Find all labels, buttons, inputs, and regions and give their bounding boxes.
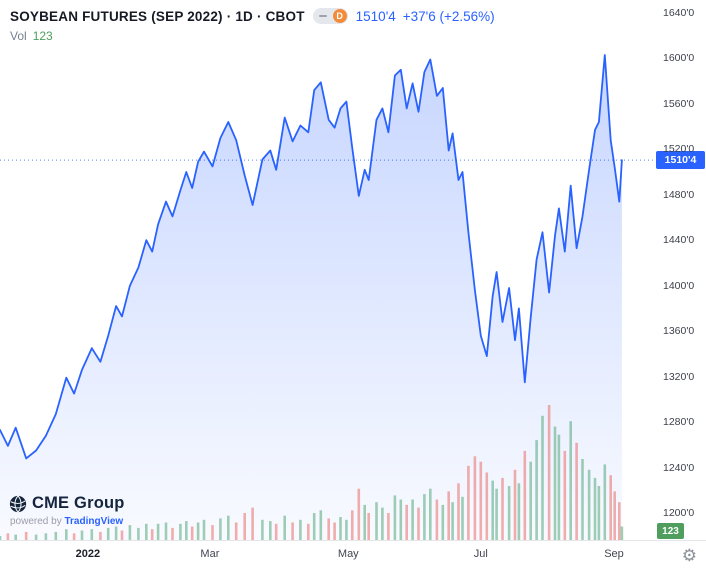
volume-label: Vol — [10, 29, 27, 43]
price-change-value: +37'6 (+2.56%) — [402, 8, 495, 24]
price-tick-label: 1640'0 — [663, 7, 695, 19]
last-price-badge: 1510'4 — [656, 151, 705, 170]
price-tick-label: 1480'0 — [663, 188, 695, 201]
volume-series — [0, 405, 624, 540]
chart-header: SOYBEAN FUTURES (SEP 2022) · 1D · CBOT D… — [10, 8, 495, 43]
time-tick-label: 2022 — [75, 548, 101, 560]
time-ticks: 2022 Mar May Jul Sep — [0, 541, 656, 571]
tradingview-link[interactable]: TradingView — [64, 516, 124, 527]
symbol-title-link[interactable]: SOYBEAN FUTURES (SEP 2022) · 1D · CBOT — [10, 8, 305, 24]
time-tick-label: Jul — [473, 548, 488, 560]
price-tick-label: 1600'0 — [663, 52, 695, 65]
cme-brand-text: CME Group — [32, 494, 125, 512]
price-tick-label: 1400'0 — [663, 279, 695, 292]
powered-by-text: powered by — [10, 516, 62, 527]
settings-gear-button[interactable]: ⚙ — [681, 546, 697, 565]
time-tick-label: May — [337, 548, 359, 560]
price-tick-label: 1360'0 — [663, 325, 695, 338]
last-price-value: 1510'4 — [355, 8, 396, 24]
volume-badge: 123 — [657, 523, 684, 539]
price-tick-label: 1520'0 — [663, 143, 695, 156]
price-tick-label: 1320'0 — [663, 370, 695, 383]
time-tick-label: Mar — [200, 548, 220, 560]
price-tick-label: 1280'0 — [663, 416, 695, 428]
price-chart-canvas[interactable] — [0, 0, 656, 540]
price-tick-label: 1200'0 — [663, 507, 695, 519]
daily-interval-badge: D — [332, 9, 347, 23]
price-line-series — [0, 54, 623, 460]
price-tick-label: 1560'0 — [663, 97, 695, 110]
area-fill — [0, 55, 622, 540]
time-tick-label: Sep — [604, 548, 624, 560]
cme-globe-icon — [9, 495, 27, 512]
price-tick-label: 1440'0 — [663, 234, 695, 247]
toggle-dash-icon — [318, 15, 327, 17]
time-axis[interactable]: 2022 Mar May Jul Sep ⚙ — [0, 540, 706, 571]
cme-group-logo[interactable]: CME Group powered by TradingView — [9, 494, 125, 527]
volume-value: 123 — [32, 29, 53, 43]
interval-toggle[interactable]: D — [312, 8, 348, 24]
price-axis[interactable]: 1510'4 123 1640'0 1600'0 1560'0 1520'0 1480'… — [656, 0, 706, 540]
chart-plot-area[interactable] — [0, 0, 656, 540]
price-tick-label: 1240'0 — [663, 461, 695, 474]
